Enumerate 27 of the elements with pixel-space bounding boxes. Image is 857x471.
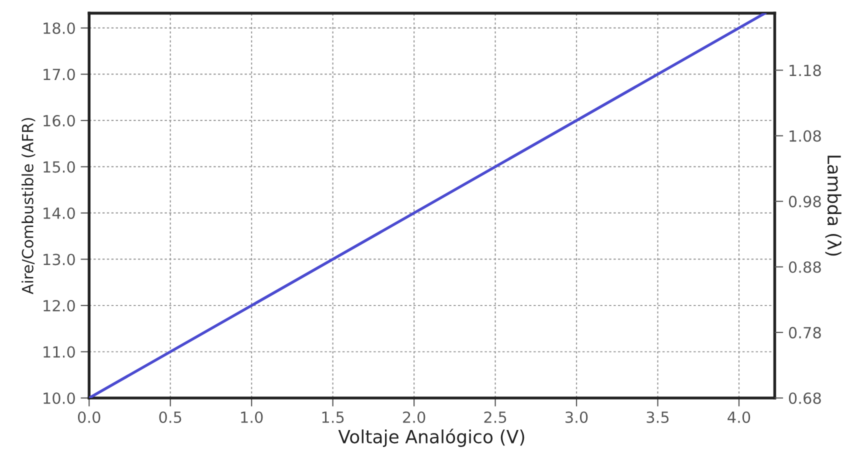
x-tick-label: 3.0: [566, 411, 588, 424]
y-tick-label: 14.0: [44, 207, 75, 220]
y2-axis-title: Lambda (λ): [825, 156, 842, 256]
y2-tick-label: 0.78: [788, 326, 821, 338]
y-tick-label: 10.0: [44, 392, 75, 404]
y-tick-label: 13.0: [44, 254, 75, 266]
x-tick-label: 1.0: [241, 411, 263, 424]
x-tick-label: 1.5: [322, 412, 344, 424]
x-tick-label: 4.0: [728, 411, 750, 424]
x-tick-label: 0.0: [78, 411, 100, 424]
y2-tick-label: 0.68: [788, 392, 821, 404]
y2-tick-label: 1.18: [790, 64, 821, 76]
y-tick-label: 12.0: [44, 300, 75, 312]
y2-tick-label: 0.88: [788, 261, 821, 273]
x-axis-title: Voltaje Analógico (V): [338, 428, 524, 447]
x-tick-label: 3.5: [646, 411, 669, 424]
x-tick-label: 0.5: [159, 411, 182, 424]
y-tick-label: 16.0: [44, 114, 75, 127]
y-axis-title: Aire/Combustible (AFR): [22, 118, 36, 294]
y2-tick-label: 0.98: [788, 196, 821, 208]
y-tick-label: 11.0: [44, 346, 75, 358]
y-tick-label: 18.0: [44, 22, 75, 34]
y2-tick-label: 1.08: [790, 130, 821, 142]
x-tick-label: 2.5: [484, 411, 506, 424]
y-tick-label: 17.0: [44, 68, 75, 80]
x-tick-label: 2.0: [403, 411, 426, 424]
y-tick-label: 15.0: [44, 161, 75, 173]
